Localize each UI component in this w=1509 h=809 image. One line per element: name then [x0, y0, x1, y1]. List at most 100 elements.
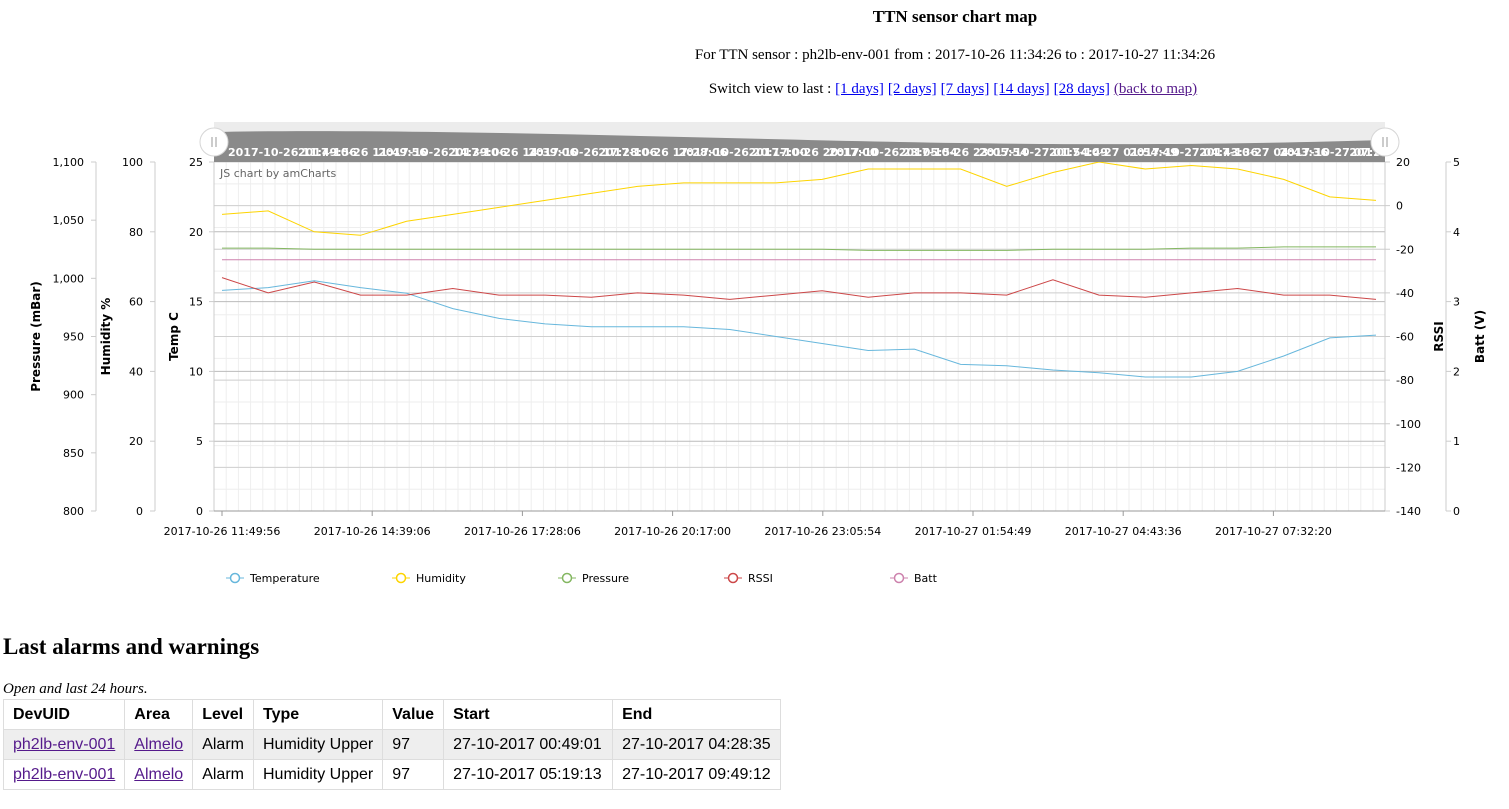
- devuid-link[interactable]: ph2lb-env-001: [13, 765, 116, 783]
- col-area: Area: [124, 699, 194, 730]
- humidity-axis-title: Humidity %: [99, 298, 113, 376]
- legend-label-pressure[interactable]: Pressure: [582, 572, 629, 585]
- cell-value: 97: [382, 759, 445, 790]
- scrollbar-label: 2017-10-26 11:49:56: [228, 146, 357, 159]
- cell-type: Humidity Upper: [252, 759, 384, 790]
- pressure-tick-label: 950: [63, 331, 84, 344]
- humidity-tick-label: 60: [129, 296, 143, 309]
- pressure-tick-label: 850: [63, 447, 84, 460]
- page-title: TTN sensor chart map: [872, 7, 1038, 26]
- batt-axis-title: Batt (V): [1473, 310, 1487, 363]
- humidity-tick-label: 80: [129, 226, 143, 239]
- col-type: Type: [252, 699, 384, 730]
- legend-label-batt[interactable]: Batt: [914, 572, 938, 585]
- humidity-tick-label: 20: [129, 435, 143, 448]
- cell-value: 97: [382, 729, 445, 760]
- x-tick-label: 2017-10-26 14:39:06: [314, 525, 431, 538]
- switch-7-days-link[interactable]: [7 days]: [940, 81, 990, 97]
- rssi-tick-label: -80: [1396, 374, 1414, 387]
- scrollbar-preview: [214, 131, 1385, 162]
- scrollbar-label: 2017-10-27 01:54:49: [1049, 146, 1178, 159]
- rssi-tick-label: 0: [1396, 200, 1403, 213]
- scrollbar-label: 2017-10-27 04:43:36: [1129, 146, 1258, 159]
- batt-tick-label: 0: [1453, 505, 1460, 518]
- switch-28-days-link[interactable]: [28 days]: [1053, 81, 1110, 97]
- legend-label-rssi[interactable]: RSSI: [748, 572, 773, 585]
- scrollbar-right-handle[interactable]: [1370, 127, 1400, 157]
- legend-label-humidity[interactable]: Humidity: [416, 572, 466, 585]
- rssi-tick-label: -20: [1396, 243, 1414, 256]
- pressure-tick-label: 1,000: [53, 272, 85, 285]
- amcharts-credit: JS chart by amCharts: [219, 167, 336, 180]
- rssi-tick-label: -100: [1396, 418, 1421, 431]
- cell-start: 27-10-2017 05:19:13: [443, 759, 614, 790]
- batt-tick-label: 4: [1453, 226, 1460, 239]
- back-to-map-link[interactable]: (back to map): [1113, 81, 1198, 97]
- switch-14-days-link[interactable]: [14 days]: [993, 81, 1050, 97]
- rssi-tick-label: 20: [1396, 156, 1410, 169]
- cell-type: Humidity Upper: [252, 729, 384, 760]
- series-line-humidity: [221, 161, 1377, 236]
- col-level: Level: [192, 699, 254, 730]
- area-link[interactable]: Almelo: [134, 765, 184, 783]
- series-line-temperature: [221, 280, 1377, 378]
- scrollbar-label: 2017-10-26 14:39:06: [448, 146, 577, 159]
- temp-tick-label: 0: [196, 505, 203, 518]
- pressure-tick-label: 900: [63, 389, 84, 402]
- page-subtitle: For TTN sensor : ph2lb-env-001 from : 20…: [694, 47, 1216, 63]
- pressure-axis-title: Pressure (mBar): [29, 281, 43, 392]
- batt-tick-label: 5: [1453, 156, 1460, 169]
- legend-marker: [893, 572, 905, 584]
- scrollbar-label: 2017-10-26 20:17:00: [679, 146, 808, 159]
- pressure-tick-label: 1,050: [53, 214, 85, 227]
- cell-devuid: ph2lb-env-001: [2, 759, 126, 790]
- rssi-tick-label: -120: [1396, 461, 1421, 474]
- cell-devuid: ph2lb-env-001: [2, 729, 126, 760]
- temp-tick-label: 25: [189, 156, 203, 169]
- humidity-tick-label: 0: [136, 505, 143, 518]
- x-tick-label: 2017-10-26 23:05:54: [764, 525, 881, 538]
- legend-label-temperature[interactable]: Temperature: [249, 572, 320, 585]
- col-end: End: [612, 699, 781, 730]
- col-value: Value: [382, 699, 445, 730]
- temp-tick-label: 5: [196, 435, 203, 448]
- devuid-link[interactable]: ph2lb-env-001: [13, 735, 116, 753]
- batt-tick-label: 1: [1453, 435, 1460, 448]
- table-row: ph2lb-env-001 Almelo Alarm Humidity Uppe…: [2, 729, 781, 760]
- scrollbar-label: 2017-10-26 17:28:06: [528, 146, 657, 159]
- scrollbar-label: 2017-10-26 17:28:06: [598, 146, 727, 159]
- alarms-table: DevUID Area Level Type Value Start End p…: [2, 699, 781, 790]
- scrollbar-label: 2017-10-27 04:43:36: [1199, 146, 1328, 159]
- scrollbar-label: 2017-10-26 11:49:56: [298, 146, 427, 159]
- rssi-axis-title: RSSI: [1432, 321, 1446, 351]
- cell-end: 27-10-2017 09:49:12: [612, 759, 781, 790]
- switch-2-days-link[interactable]: [2 days]: [887, 81, 937, 97]
- scrollbar-label: 2017-10-26 14:39:06: [378, 146, 507, 159]
- alarms-header-row: DevUID Area Level Type Value Start End: [2, 699, 781, 730]
- scrollbar-left-handle[interactable]: [199, 127, 229, 157]
- batt-tick-label: 3: [1453, 296, 1460, 309]
- area-link[interactable]: Almelo: [134, 735, 184, 753]
- view-switcher: Switch view to last : [1 days] [2 days] [7…: [0, 81, 1509, 98]
- switch-1-days-link[interactable]: [1 days]: [835, 81, 884, 97]
- switch-label: Switch view to last :: [708, 81, 832, 97]
- scrollbar-label: 2017-10-26 23:05:54: [829, 146, 958, 159]
- scrollbar-label: 2017-10-27 07:32:20: [1349, 146, 1478, 159]
- x-tick-label: 2017-10-27 01:54:49: [915, 525, 1032, 538]
- x-tick-label: 2017-10-26 20:17:00: [614, 525, 731, 538]
- batt-tick-label: 2: [1453, 365, 1460, 378]
- table-row: ph2lb-env-001 Almelo Alarm Humidity Uppe…: [2, 759, 781, 790]
- x-tick-label: 2017-10-27 07:32:20: [1215, 525, 1332, 538]
- col-devuid: DevUID: [2, 699, 126, 730]
- x-tick-label: 2017-10-26 17:28:06: [464, 525, 581, 538]
- rssi-tick-label: -40: [1396, 287, 1414, 300]
- legend-marker: [229, 572, 241, 584]
- temp-tick-label: 10: [189, 365, 203, 378]
- col-start: Start: [443, 699, 614, 730]
- cell-end: 27-10-2017 04:28:35: [612, 729, 781, 760]
- legend-marker: [561, 572, 573, 584]
- scrollbar-label: 2017-10-26 23:05:54: [899, 146, 1028, 159]
- scrollbar-label: 2017-10-27 01:54:49: [979, 146, 1108, 159]
- cell-level: Alarm: [192, 729, 254, 760]
